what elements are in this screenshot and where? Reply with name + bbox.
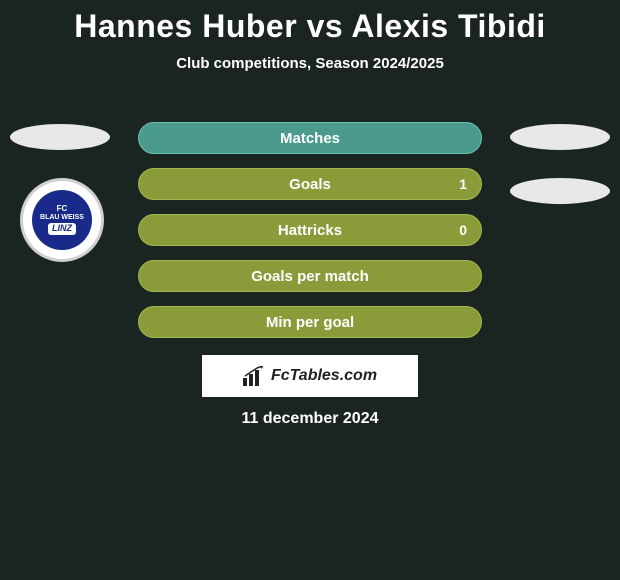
player-left-club-logo: FC BLAU WEISS LINZ: [20, 178, 104, 262]
stat-right-value: 0: [459, 222, 467, 238]
club-logo-inner: FC BLAU WEISS LINZ: [32, 190, 92, 250]
club-text-mid: BLAU WEISS: [40, 214, 84, 222]
stat-label: Goals: [289, 176, 331, 193]
page-title: Hannes Huber vs Alexis Tibidi: [0, 0, 620, 45]
brand-text: FcTables.com: [271, 367, 377, 385]
player-right-club-placeholder: [510, 178, 610, 204]
stats-container: Matches Goals 1 Hattricks 0 Goals per ma…: [138, 122, 482, 352]
stat-row-goals: Goals 1: [138, 168, 482, 200]
player-left-avatar-placeholder: [10, 124, 110, 150]
stat-label: Matches: [280, 130, 340, 147]
player-right-avatar-placeholder: [510, 124, 610, 150]
date-text: 11 december 2024: [0, 410, 620, 428]
brand-chart-icon: [243, 366, 265, 386]
stat-label: Min per goal: [266, 314, 354, 331]
club-text-fc: FC: [57, 205, 68, 214]
stat-row-hattricks: Hattricks 0: [138, 214, 482, 246]
stat-row-min-per-goal: Min per goal: [138, 306, 482, 338]
club-text-linz: LINZ: [48, 223, 76, 235]
stat-right-value: 1: [459, 176, 467, 192]
stat-row-matches: Matches: [138, 122, 482, 154]
stat-row-goals-per-match: Goals per match: [138, 260, 482, 292]
brand-box: FcTables.com: [202, 355, 418, 397]
stat-label: Hattricks: [278, 222, 342, 239]
stat-label: Goals per match: [251, 268, 369, 285]
page-subtitle: Club competitions, Season 2024/2025: [0, 55, 620, 72]
